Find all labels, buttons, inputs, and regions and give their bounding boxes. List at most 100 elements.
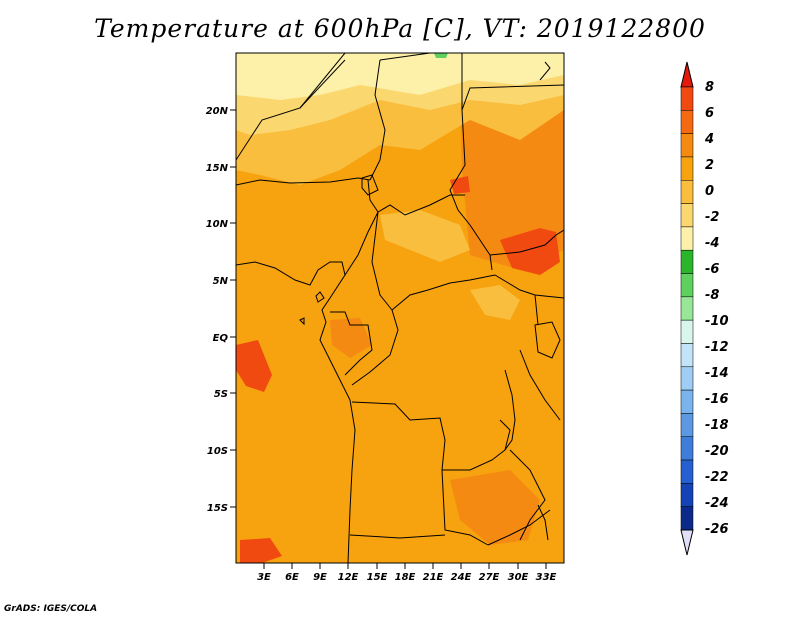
lon-tick-label-18E: 18E [395,572,416,583]
colorbar-segments [680,86,694,531]
latitude-axis: 20N 15N 10N 5N EQ 5S 10S 15S [206,106,236,514]
border-libya-egypt [461,84,564,111]
colorbar-segment-2 [680,110,694,134]
lake-victoria [534,321,561,359]
border-chad-car [377,194,465,216]
border-sudan-southsudan [489,229,564,256]
colorbar-segment-6 [680,203,694,228]
border-gabon-congo [330,311,373,376]
coastline-east-small [539,61,551,81]
colorbar-label-minus-6: -6 [705,262,719,277]
colorbar-segment-5 [680,180,694,204]
field-hot-southwest [240,538,282,563]
lat-tick-1: 20N [206,106,236,117]
colorbar-segment-16 [680,436,694,461]
lon-tick-label-30E: 30E [508,572,529,583]
lat-tick-label-15S: 15S [207,503,228,514]
map-title: Temperature at 600hPa [C], VT: 201912280… [94,14,706,43]
colorbar-segment-9 [680,273,694,298]
lon-tick-label-15E: 15E [367,572,388,583]
colorbar-label-minus-20: -20 [705,444,729,459]
lon-tick-label-21E: 21E [423,572,444,583]
colorbar-label-minus-4: -4 [705,236,719,251]
colorbar-label-8: 8 [705,80,714,95]
coastline-west [236,261,356,563]
colorbar-label-minus-8: -8 [705,288,719,303]
lat-tick-6: 5S [214,389,236,400]
colorbar-segment-4 [680,156,694,181]
colorbar-top-arrow [680,61,694,88]
lat-tick-label-5N: 5N [213,276,229,287]
border-angola-zambia [441,469,489,546]
lon-tick-label-27E: 27E [479,572,500,583]
border-southsudan-uganda [494,274,564,299]
colorbar-bottom-arrow [680,529,694,556]
colorbar-labels: 8 6 4 2 0 -2 -4 -6 -8 -10 -12 -14 -16 -1… [704,80,729,537]
border-zambia-zimbabwe [487,509,551,546]
lat-tick-label-EQ: EQ [213,333,229,344]
lon-tick-label-3E: 3E [257,572,271,583]
lon-tick-6: 18E [395,563,416,583]
colorbar-segment-8 [680,249,694,274]
border-drc-angola [351,401,446,471]
lake-malawi [537,504,549,541]
colorbar-label-minus-18: -18 [705,418,729,433]
colorbar-label-minus-24: -24 [705,496,729,511]
colorbar-segment-14 [680,389,694,414]
colorbar-label-minus-22: -22 [705,470,729,485]
colorbar-label-minus-12: -12 [705,340,729,355]
colorbar-label-minus-26: -26 [705,522,729,537]
colorbar: 8 6 4 2 0 -2 -4 -6 -8 -10 -12 -14 -16 -1… [680,61,729,556]
colorbar-segment-15 [680,413,694,437]
island-bioko [315,291,325,303]
colorbar-segment-1 [680,86,694,111]
lake-tanganyika [504,369,516,451]
colorbar-segment-18 [680,483,694,507]
colorbar-label-0: 0 [705,184,714,199]
border-east [519,294,561,421]
border-libya-chad [379,53,431,61]
colorbar-label-minus-2: -2 [705,210,719,225]
border-chad-sudan [449,53,493,271]
border-drc-zambia [442,419,511,471]
temperature-field [236,53,564,563]
field-hot-chad [450,176,470,194]
field-cool-congo [470,285,520,320]
field-cool-central [380,210,470,262]
lat-tick-5: EQ [213,333,236,344]
lon-tick-8: 24E [451,563,472,583]
colorbar-segment-10 [680,296,694,321]
lon-tick-label-12E: 12E [338,572,359,583]
border-congo-drc [351,309,399,386]
longitude-axis: 3E 6E 9E 12E 15E 18E 21E 24E 27E 30E 33E [257,563,557,583]
lat-tick-label-10S: 10S [207,446,228,457]
colorbar-segment-17 [680,459,694,484]
lat-tick-2: 15N [206,163,236,174]
lake-chad [361,174,379,196]
lon-tick-label-33E: 33E [536,572,557,583]
colorbar-segment-3 [680,133,694,158]
lat-tick-3: 10N [206,219,236,230]
map-frame [235,52,565,564]
lon-tick-5: 15E [367,563,388,583]
grads-credit: GrADS: IGES/COLA [4,604,98,614]
lat-tick-label-10N: 10N [206,219,229,230]
lat-tick-4: 5N [213,276,236,287]
lon-tick-label-9E: 9E [313,572,327,583]
colorbar-segment-19 [680,506,694,531]
border-car-drc [391,274,496,311]
lon-tick-1: 3E [257,563,271,583]
border-cameroon-car [371,211,393,311]
field-warm-south [450,470,540,545]
border-nigeria-cameroon [344,179,379,276]
lon-tick-label-6E: 6E [285,572,299,583]
lon-tick-7: 21E [423,563,444,583]
colorbar-label-minus-16: -16 [705,392,729,407]
lat-tick-8: 15S [207,503,236,514]
border-angola-namibia [349,534,446,539]
border-niger-nigeria [236,177,371,186]
colorbar-label-minus-14: -14 [705,366,729,381]
lon-tick-11: 33E [536,563,557,583]
border-algeria-niger [299,53,346,109]
